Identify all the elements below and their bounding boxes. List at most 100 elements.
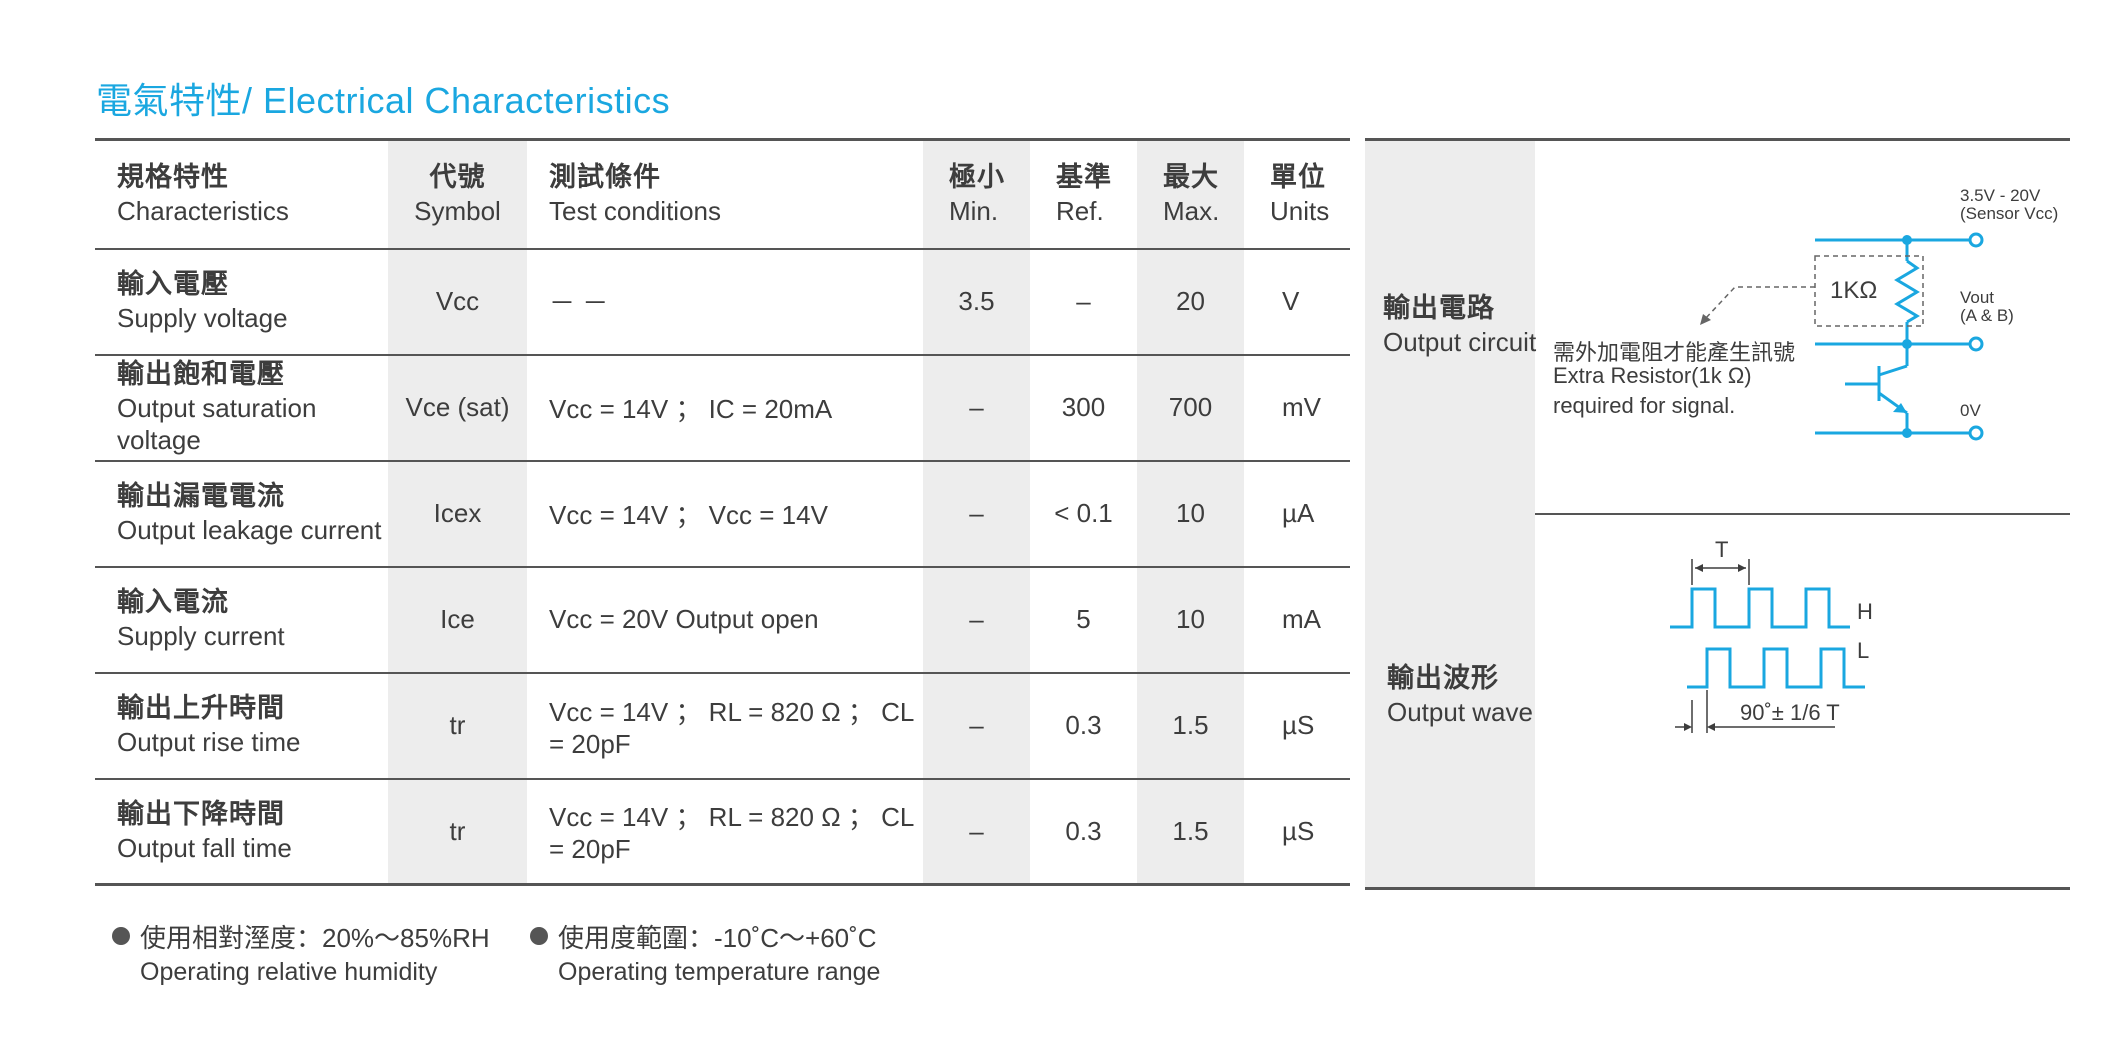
- channel-a-waveform: [1670, 587, 1850, 629]
- row-symbol: Vcc: [388, 248, 527, 355]
- ground-terminal-icon: [1968, 425, 1984, 441]
- low-label: L: [1857, 638, 1869, 663]
- row-max: 20: [1137, 248, 1244, 355]
- row-characteristic-en: Output fall time: [117, 832, 292, 863]
- row-unit: mA: [1282, 604, 1321, 634]
- row-unit: V: [1282, 286, 1300, 316]
- leader-arrow-icon: [1700, 314, 1711, 325]
- ground-label: 0V: [1960, 401, 1981, 420]
- temperature-note-en: Operating temperature range: [558, 957, 881, 986]
- supply-sublabel: (Sensor Vcc): [1960, 204, 2058, 223]
- table-row: 輸出飽和電壓 Output saturation voltage Vce (sa…: [95, 354, 1350, 461]
- arrow-right-icon: [1684, 723, 1692, 731]
- row-ref: 0.3: [1065, 815, 1102, 846]
- header-characteristics-zh: 規格特性: [117, 162, 229, 193]
- header-ref-zh: 基準: [1056, 162, 1112, 193]
- header-min-en: Min.: [949, 195, 999, 226]
- vout-sublabel: (A & B): [1960, 306, 2014, 325]
- header-max-zh: 最大: [1163, 162, 1219, 193]
- transistor-collector: [1878, 364, 1908, 377]
- row-conditions: Vcc = 14V ； Vcc = 14V: [549, 500, 828, 530]
- header-max: 最大 Max.: [1137, 139, 1244, 249]
- junction-dot: [1902, 428, 1912, 438]
- row-characteristic-zh: 輸出下降時間: [117, 799, 285, 830]
- resistor-note-en-line1: Extra Resistor(1k Ω): [1553, 363, 1752, 388]
- row-min: –: [923, 354, 1030, 461]
- table-row: 輸入電壓 Supply voltage Vcc － － 3.5 – 20 V: [95, 248, 1350, 355]
- resistor-note-zh: 需外加電阻才能產生訊號: [1553, 340, 1796, 365]
- phase-label: 90˚± 1/6 T: [1740, 700, 1840, 725]
- resistor-note-en-line2: required for signal.: [1553, 393, 1736, 418]
- row-min: 3.5: [923, 248, 1030, 355]
- row-ref: –: [1076, 286, 1091, 316]
- supply-label: 3.5V - 20V: [1960, 186, 2041, 205]
- row-characteristic-en: Supply voltage: [117, 303, 288, 334]
- arrow-left-icon: [1695, 564, 1703, 572]
- header-characteristics: 規格特性 Characteristics: [95, 140, 388, 249]
- row-max: 1.5: [1137, 778, 1244, 885]
- row-characteristic: 輸出下降時間 Output fall time: [95, 779, 388, 885]
- row-conditions: Vcc = 20V Output open: [549, 604, 819, 634]
- row-characteristic: 輸出飽和電壓 Output saturation voltage: [95, 355, 388, 461]
- header-min: 極小 Min.: [923, 139, 1030, 249]
- arrow-left-icon: [1707, 723, 1715, 731]
- row-unit: mV: [1282, 392, 1321, 422]
- row-ref: 300: [1061, 392, 1106, 422]
- row-ref: 5: [1076, 604, 1091, 634]
- resistor-zigzag: [1894, 259, 1920, 324]
- output-wave-label-en: Output wave: [1387, 696, 1533, 727]
- row-characteristic-en: Supply current: [117, 621, 285, 652]
- row-conditions: Vcc = 14V ； RL = 820 Ω ； CL = 20pF: [549, 802, 914, 865]
- top-rule: [1365, 138, 2070, 141]
- resistor-label: 1KΩ: [1830, 277, 1877, 304]
- row-characteristic-zh: 輸出飽和電壓: [117, 359, 285, 390]
- header-conditions: 測試條件 Test conditions: [527, 140, 923, 249]
- row-unit: µS: [1282, 710, 1315, 740]
- row-characteristic: 輸出漏電電流 Output leakage current: [95, 461, 388, 567]
- humidity-note-en: Operating relative humidity: [140, 957, 438, 986]
- output-circuit-label-en: Output circuit: [1383, 326, 1537, 357]
- row-characteristic-en: Output leakage current: [117, 515, 382, 546]
- header-conditions-en: Test conditions: [549, 195, 721, 226]
- header-symbol: 代號 Symbol: [388, 139, 527, 249]
- header-max-en: Max.: [1163, 195, 1220, 226]
- high-label: H: [1857, 599, 1873, 624]
- row-max: 10: [1137, 566, 1244, 673]
- temperature-note-zh: 使用度範圍：-10˚C～+60˚C: [558, 923, 877, 953]
- row-characteristic-zh: 輸出上升時間: [117, 693, 285, 724]
- header-characteristics-en: Characteristics: [117, 195, 289, 226]
- row-min: –: [923, 460, 1030, 567]
- emitter-arrow-icon: [1893, 403, 1907, 413]
- row-symbol: Icex: [388, 460, 527, 567]
- row-max: 700: [1137, 354, 1244, 461]
- temperature-note: 使用度範圍：-10˚C～+60˚C Operating temperature …: [530, 922, 880, 988]
- table-row: 輸出下降時間 Output fall time tr Vcc = 14V ； R…: [95, 778, 1350, 885]
- row-min: –: [923, 672, 1030, 779]
- row-characteristic: 輸入電流 Supply current: [95, 567, 388, 673]
- row-ref: 0.3: [1065, 710, 1102, 740]
- row-characteristic-zh: 輸入電流: [117, 587, 229, 618]
- row-symbol: tr: [388, 778, 527, 885]
- humidity-note-zh: 使用相對溼度：20%～85%RH: [140, 923, 490, 953]
- row-min: –: [923, 778, 1030, 885]
- vout-terminal-icon: [1968, 336, 1984, 352]
- note-leader-line: [1704, 286, 1815, 320]
- row-characteristic: 輸出上升時間 Output rise time: [95, 673, 388, 779]
- row-symbol: Vce (sat): [388, 354, 527, 461]
- row-symbol: Ice: [388, 566, 527, 673]
- humidity-note: 使用相對溼度：20%～85%RH Operating relative humi…: [112, 922, 490, 988]
- header-min-zh: 極小: [949, 162, 1005, 193]
- vout-label: Vout: [1960, 288, 1994, 307]
- row-characteristic-en: Output saturation voltage: [117, 392, 317, 456]
- output-circuit-label-zh: 輸出電路: [1383, 293, 1495, 323]
- channel-b-waveform: [1687, 647, 1865, 689]
- header-symbol-zh: 代號: [429, 162, 486, 193]
- output-panel: 輸出電路 Output circuit 輸出波形 Output wave: [1365, 138, 2070, 890]
- output-waveform-diagram: T H L 90˚± 1/6 T: [1670, 537, 1873, 733]
- external-resistor-box: [1814, 255, 1924, 327]
- header-units-zh: 單位: [1270, 162, 1326, 193]
- row-unit: µA: [1282, 498, 1315, 528]
- row-characteristic-zh: 輸入電壓: [117, 269, 229, 300]
- output-circuit-label: 輸出電路 Output circuit: [1383, 292, 1536, 358]
- header-ref: 基準 Ref.: [1030, 140, 1137, 249]
